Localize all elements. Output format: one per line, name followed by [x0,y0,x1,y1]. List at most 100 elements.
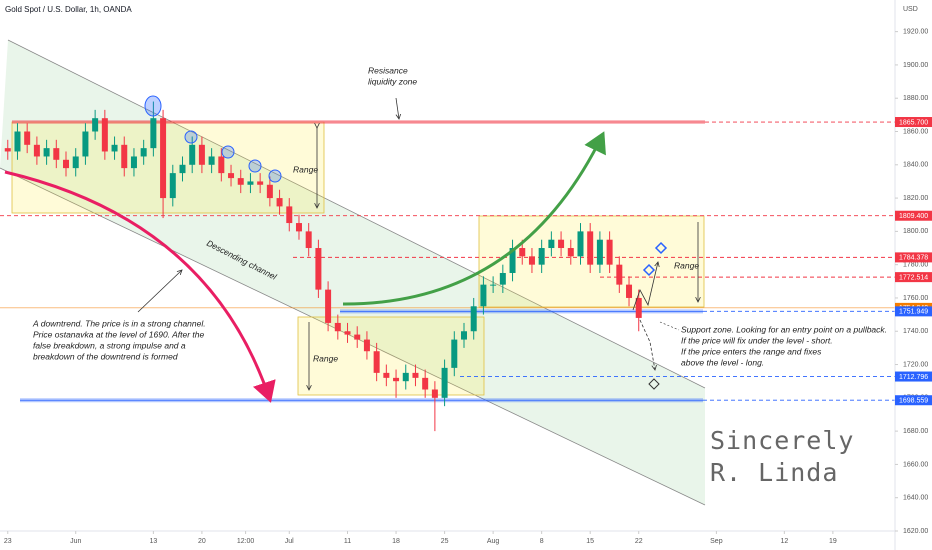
highlight-circle [144,95,162,117]
target-icon [642,263,656,277]
candle-body [596,239,603,265]
target-icon [654,241,668,255]
candle-body [451,339,458,368]
x-tick-label: 18 [392,538,400,545]
range-label: Range [293,164,318,174]
x-tick-label: 15 [586,538,594,545]
range-label: Range [313,353,338,363]
y-tick-label: 1820.00 [903,195,928,202]
x-tick-label: 23 [4,538,12,545]
level-label: 1772.514 [899,274,928,281]
candle-body [480,284,487,307]
candle-body [363,339,370,352]
candle-body [33,144,40,157]
background-layer [0,39,706,506]
candle-body [412,372,419,378]
y-tick-label: 1800.00 [903,228,928,235]
annotation: above the level - long. [681,357,764,367]
candle-body [295,223,302,232]
candle-body [567,248,574,257]
x-tick-label: Jun [70,538,81,545]
annotation: Resisance [368,65,408,75]
candle-body [393,377,400,382]
y-tick-label: 1840.00 [903,162,928,169]
annotation: false breakdown, a strong impulse and a [33,340,186,350]
y-tick-label: 1780.00 [903,262,928,269]
candle-body [354,334,361,340]
x-tick-label: 20 [198,538,206,545]
candle-body [422,377,429,390]
signature: R. Linda [710,458,838,487]
y-tick-label: 1920.00 [903,28,928,35]
level-tag [895,117,932,128]
candle-body [257,181,264,185]
candle-body [548,239,555,249]
y-tick-label: 1720.00 [903,361,928,368]
annotation: breakdown of the downtrend is formed [33,351,178,361]
x-tick-label: Sep [710,538,723,545]
annotation: If the price will fix under the level - … [681,335,833,345]
channel-line [0,167,706,506]
candle-body [286,206,293,224]
candle-body [587,231,594,265]
channel-fill [0,40,705,505]
x-tick-label: 11 [344,538,351,545]
level-tag [895,252,932,263]
y-tick-label: 1760.00 [903,295,928,302]
annotation: If the price enters the range and fixes [681,346,822,356]
level-label: 1712.796 [899,374,928,381]
note-arrow [137,270,182,313]
x-tick-label: 19 [829,538,837,545]
candle-body [470,306,477,332]
candle-body [519,248,526,257]
candle-body [63,159,70,169]
candle-body [325,289,332,323]
highlight-circle [268,169,282,183]
candle-body [431,389,438,398]
candle-body [528,256,535,265]
level-tag [895,371,932,382]
level-tag [895,210,932,221]
levels-layer [0,120,895,403]
level-label: 1784.378 [899,255,928,262]
candle-body [499,272,506,285]
candle-body [334,322,341,332]
axes-layer: 1620.001640.001660.001680.001700.001720.… [4,28,932,545]
x-tick-label: 12:00 [237,538,255,545]
level-label: 1751.949 [899,309,928,316]
candle-body [509,248,516,273]
y-tick-label: 1660.00 [903,461,928,468]
annotation: Price ostanavka at the level of 1690. Af… [33,329,204,339]
y-tick-label: 1620.00 [903,528,928,535]
highlight-circle [221,145,235,159]
x-tick-label: 25 [441,538,449,545]
level-label: 1698.559 [899,398,928,405]
candle-body [82,131,89,157]
level-label: 1865.700 [899,119,928,126]
candle-body [558,239,565,249]
y-tick-label: 1640.00 [903,495,928,502]
path-arrow [632,262,658,311]
y-tick-label: 1860.00 [903,128,928,135]
candle-body [189,144,196,165]
candle-body [577,231,584,257]
channel-line [7,39,706,389]
candle-body [4,148,11,152]
candle-body [53,148,60,160]
note-pointer [659,321,680,331]
candle-body [626,284,633,298]
candle-body [538,248,545,265]
candle-body [441,367,448,398]
level-tag [895,395,932,406]
candle-body [14,131,21,152]
candle-body [72,156,79,169]
candle-body [276,198,283,207]
annotation: liquidity zone [368,76,417,86]
y-tick-label: 1680.00 [903,428,928,435]
candle-body [237,178,244,185]
red-arrow [4,170,276,403]
highlight-circle [184,130,198,144]
candle-body [383,372,390,378]
candle-body [373,351,380,373]
